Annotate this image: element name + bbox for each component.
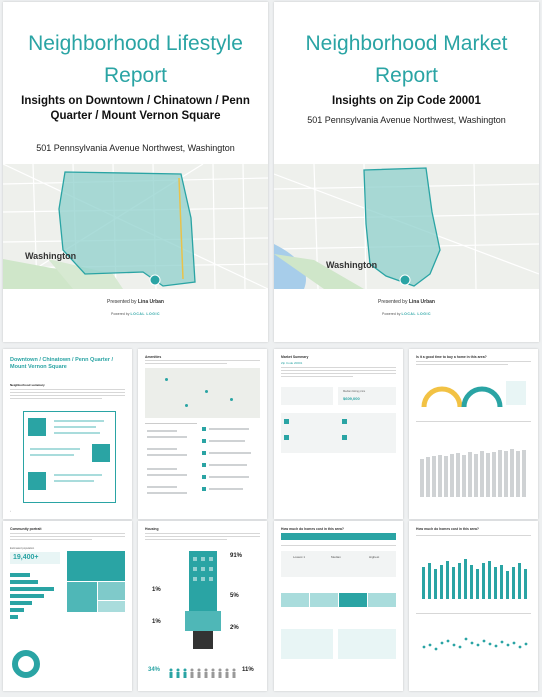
market-report-cover[interactable]: Neighborhood Market Report Insights on Z… [274,2,539,342]
market-gauge-chart [421,381,526,408]
thumb-section: Neighborhood summary [10,383,45,387]
price-history-bar-chart [420,449,526,497]
highest-price-label: Highest [369,555,380,559]
page-thumbnail-community-portrait[interactable]: Community portrait Estimated population … [3,521,132,691]
local-logic-logo: LOCAL LOGIC [401,312,431,316]
housing-pct-3: 5% [230,593,239,599]
map-city-label: Washington [25,251,76,261]
page-thumbnail-neighborhood-summary[interactable]: Downtown / Chinatown / Penn Quarter / Mo… [3,349,132,519]
housing-pct-1: 91% [230,553,243,559]
page-thumbnail-home-costs-trends[interactable]: How much do homes cost in this area? [409,521,538,691]
cover-address: 501 Pennsylvania Avenue Northwest, Washi… [36,143,235,153]
household-treemap [67,551,125,612]
powered-by: Powered by LOCAL LOGIC [110,312,160,316]
local-logic-logo: LOCAL LOGIC [130,312,160,316]
zip-code-map: Washington [274,164,539,289]
age-bar-chart [10,573,54,619]
population-label: Estimated population [10,547,35,550]
page-thumbnail-good-time-to-buy[interactable]: Is it a good time to buy a home in this … [409,349,538,519]
powered-by: Powered by LOCAL LOGIC [381,312,431,316]
cover-subtitle: Insights on Downtown / Chinatown / Penn … [21,95,250,122]
map-city-label: Washington [326,260,377,270]
thumb-title: Housing [145,527,159,531]
page-thumbnail-amenities[interactable]: Amenities [138,349,267,519]
owners-pct: 34% [148,667,161,673]
presented-by: Presented by Lina Urban [378,299,435,305]
neighborhood-map: Washington [3,164,268,289]
price-trend-bar-chart [422,559,527,599]
median-price-label: Median [331,555,341,559]
thumb-title: Market Summary [281,355,309,359]
days-on-market-dot-chart [422,637,528,651]
thumb-title: How much do homes cost in this area? [416,527,479,531]
stat-label: Median listing price [343,390,366,393]
page-thumbnail-market-summary[interactable]: Market Summary Zip Code 20001 Median lis… [274,349,403,519]
people-icons [168,665,236,678]
cover-title: Neighborhood Market Report [305,32,508,87]
page-thumbnail-home-costs[interactable]: How much do homes cost in this area? Low… [274,521,403,691]
thumb-title: Amenities [145,355,162,359]
lifestyle-report-cover[interactable]: Neighborhood Lifestyle Report Insights o… [3,2,268,342]
housing-pct-4: 1% [152,619,161,625]
thumb-zip: Zip Code 20001 [281,361,303,365]
population-value: 19,400+ [13,554,39,561]
thumb-title: Community portrait [10,527,42,531]
donut-chart [12,650,40,678]
renters-pct: 11% [242,667,254,673]
cover-subtitle: Insights on Zip Code 20001 [332,95,481,107]
page-thumbnail-housing[interactable]: Housing 91% 1% 5% 1% 2% 34% 11% [138,521,267,691]
thumb-footer: ▪ [10,510,11,513]
lowest-price-label: Lowest 1 [293,555,306,559]
stat-value: $609,000 [343,396,360,401]
cover-title: Neighborhood Lifestyle Report [28,32,243,87]
housing-pct-5: 2% [230,625,239,631]
building-illustration [185,551,221,649]
cover-address: 501 Pennsylvania Avenue Northwest, Washi… [307,115,506,125]
housing-pct-2: 1% [152,587,161,593]
thumb-title: How much do homes cost in this area? [281,527,344,531]
thumb-title: Is it a good time to buy a home in this … [416,355,487,359]
thumb-title: Downtown / Chinatown / Penn Quarter / Mo… [10,357,113,370]
presented-by: Presented by Lina Urban [107,299,164,305]
